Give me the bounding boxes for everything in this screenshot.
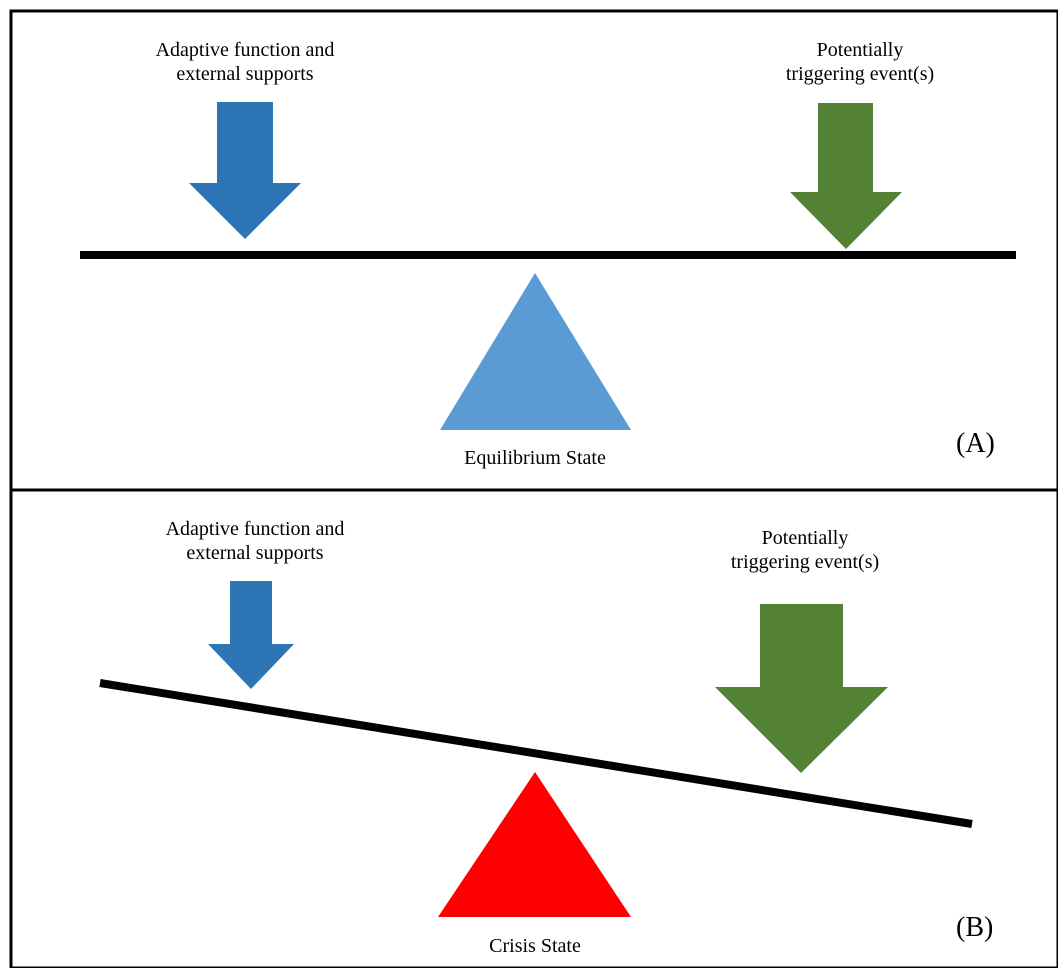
- panel-a-trigger-label-line2: triggering event(s): [785, 63, 935, 85]
- panel-a-tag: (A): [956, 428, 995, 459]
- panel-a-state-label: Equilibrium State: [464, 447, 606, 469]
- panel-a-trigger-arrow: [790, 103, 902, 249]
- panel-b-fulcrum: [438, 772, 631, 917]
- panel-b-trigger-label-line2: triggering event(s): [730, 551, 880, 573]
- panel-b-support-label-line1: Adaptive function and: [165, 518, 345, 540]
- panel-b-border: [9, 488, 1058, 968]
- panel-a-fulcrum: [440, 273, 631, 430]
- panel-b-trigger-arrow: [715, 604, 888, 773]
- panel-a-support-label-line2: external supports: [176, 63, 314, 85]
- panel-a-support-label: Adaptive function and external supports: [130, 38, 360, 86]
- panel-a-support-label-line1: Adaptive function and: [155, 39, 335, 61]
- panel-a-support-arrow: [189, 102, 301, 239]
- panel-b-trigger-label-line1: Potentially: [761, 527, 849, 549]
- panel-a-trigger-label: Potentially triggering event(s): [760, 38, 960, 86]
- panel-b-support-label: Adaptive function and external supports: [130, 517, 380, 565]
- panel-b-trigger-label: Potentially triggering event(s): [705, 526, 905, 574]
- panel-b-beam: [99, 679, 973, 828]
- panel-b-state-label: Crisis State: [489, 935, 581, 957]
- panel-b-support-arrow: [208, 581, 294, 689]
- panel-a-trigger-label-line1: Potentially: [816, 39, 904, 61]
- panel-b-support-label-line2: external supports: [186, 542, 324, 564]
- panel-b-tag: (B): [956, 912, 994, 943]
